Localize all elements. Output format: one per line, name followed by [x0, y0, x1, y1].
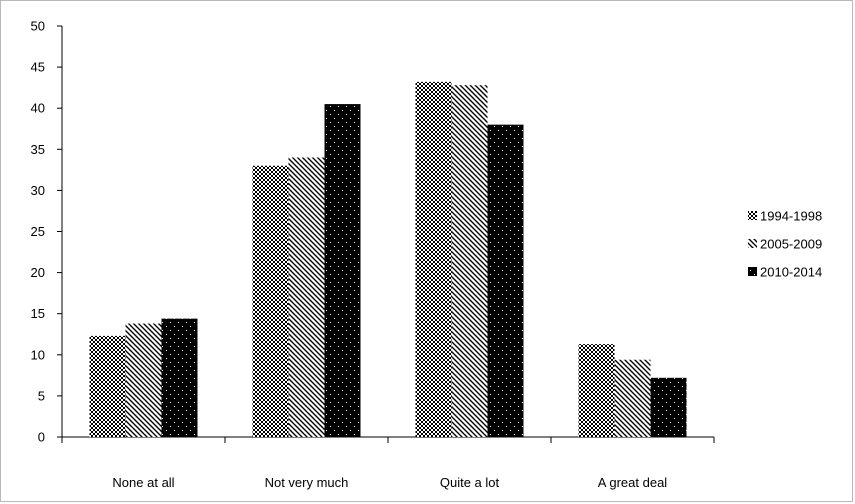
legend-label: 2005-2009 [760, 237, 822, 252]
bar-2005-2009-none-at-all [125, 323, 162, 437]
y-tick-label: 0 [38, 430, 45, 445]
x-tick-label: Not very much [265, 475, 349, 490]
y-tick-label: 15 [31, 306, 45, 321]
bar-1994-1998-not-very-much [252, 165, 289, 438]
legend-swatch [748, 267, 757, 276]
y-tick-label: 40 [31, 101, 45, 116]
bar-2010-2014-not-very-much [324, 104, 361, 437]
bar-1994-1998-none-at-all [89, 335, 126, 437]
legend-label: 1994-1998 [760, 209, 822, 224]
y-tick-label: 10 [31, 347, 45, 362]
bar-2010-2014-a-great-deal [650, 377, 687, 437]
x-tick-label: None at all [112, 475, 174, 490]
y-tick-label: 50 [31, 19, 45, 34]
bar-1994-1998-a-great-deal [578, 344, 615, 437]
y-tick-label: 20 [31, 265, 45, 280]
legend-swatch [748, 239, 757, 248]
bar-1994-1998-quite-a-lot [415, 81, 452, 437]
x-tick-label: A great deal [598, 475, 667, 490]
legend-swatch [748, 211, 757, 220]
y-tick-label: 5 [38, 388, 45, 403]
bars-layer [89, 81, 687, 438]
bar-2005-2009-quite-a-lot [451, 85, 488, 438]
bar-2010-2014-quite-a-lot [487, 124, 524, 437]
y-tick-label: 45 [31, 60, 45, 75]
legend: 1994-1998 2005-2009 2010-2014 [748, 209, 822, 280]
bar-2005-2009-a-great-deal [614, 359, 651, 437]
x-tick-label: Quite a lot [440, 475, 500, 490]
bar-2010-2014-none-at-all [161, 318, 198, 437]
y-tick-label: 30 [31, 183, 45, 198]
axes-layer: 0 5 10 15 20 25 30 35 40 45 50 None at all Not very … [31, 19, 715, 490]
y-tick-label: 25 [31, 224, 45, 239]
legend-label: 2010-2014 [760, 265, 822, 280]
bar-2005-2009-not-very-much [288, 157, 325, 437]
y-tick-label: 35 [31, 142, 45, 157]
